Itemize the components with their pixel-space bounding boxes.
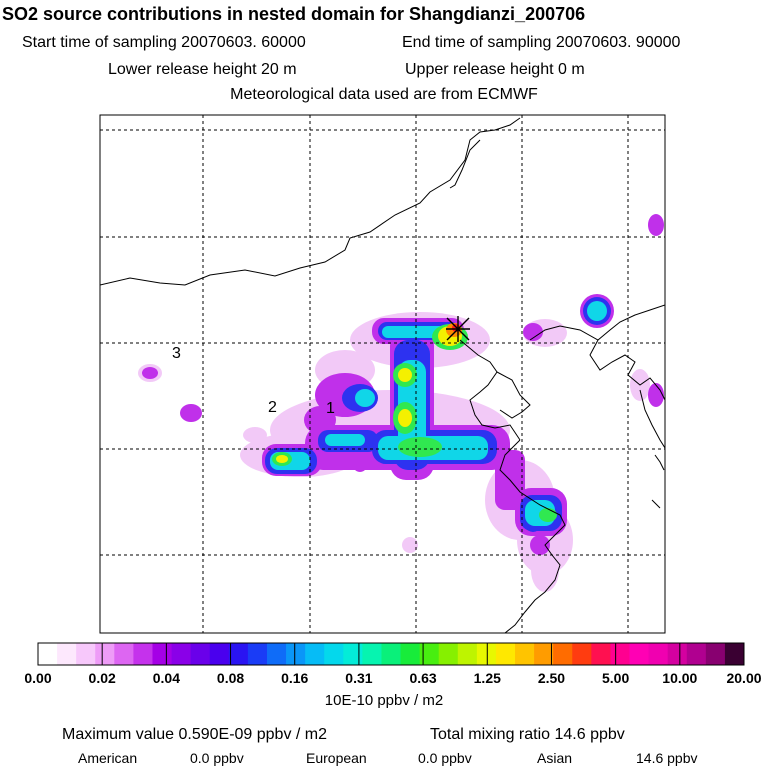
colorbar-tick-label: 20.00 bbox=[726, 670, 762, 686]
total-mixing-ratio: Total mixing ratio 14.6 ppbv bbox=[430, 726, 625, 743]
max-value: Maximum value 0.590E-09 ppbv / m2 bbox=[62, 726, 328, 743]
colorbar-swatch bbox=[171, 643, 192, 665]
colorbar-swatch bbox=[305, 643, 325, 665]
colorbar-swatch bbox=[553, 643, 573, 665]
upper-release-height: Upper release height 0 m bbox=[405, 61, 585, 78]
colorbar-swatch bbox=[419, 643, 440, 665]
colorbar-tick-label: 0.16 bbox=[281, 670, 309, 686]
colorbar-swatch bbox=[152, 643, 173, 665]
colorbar-swatch bbox=[495, 643, 516, 665]
european-value: 0.0 ppbv bbox=[418, 750, 472, 766]
colorbar-swatch bbox=[209, 643, 230, 665]
coastline bbox=[100, 117, 665, 633]
colorbar-swatch bbox=[343, 643, 363, 665]
plot-title: SO2 source contributions in nested domai… bbox=[2, 4, 586, 24]
plume-field bbox=[138, 214, 664, 592]
colorbar-swatch bbox=[324, 643, 344, 665]
colorbar-swatch bbox=[400, 643, 421, 665]
colorbar-swatch bbox=[286, 643, 306, 665]
region-label-3: 3 bbox=[172, 345, 181, 362]
map-frame bbox=[99, 114, 666, 634]
colorbar-tick-label: 0.04 bbox=[152, 670, 180, 686]
asian-label: Asian bbox=[537, 750, 573, 766]
american-value: 0.0 ppbv bbox=[190, 750, 244, 766]
start-time: Start time of sampling 20070603. 60000 bbox=[22, 34, 306, 51]
colorbar-swatch bbox=[381, 643, 402, 665]
colorbar-tick-label: 2.50 bbox=[537, 670, 566, 686]
asian-value: 14.6 ppbv bbox=[636, 750, 698, 766]
colorbar-swatch bbox=[648, 643, 669, 665]
region-label-1: 1 bbox=[326, 400, 335, 417]
colorbar-tick-label: 0.63 bbox=[409, 670, 437, 686]
colorbar-swatch bbox=[133, 643, 153, 665]
colorbar-swatch bbox=[534, 643, 554, 665]
met-data-source: Meteorological data used are from ECMWF bbox=[230, 86, 538, 103]
colorbar-swatch bbox=[686, 643, 707, 665]
colorbar bbox=[37, 642, 745, 666]
lower-release-height: Lower release height 20 m bbox=[108, 61, 297, 78]
colorbar-swatch bbox=[438, 643, 459, 665]
colorbar-swatch bbox=[610, 643, 631, 665]
colorbar-swatch bbox=[667, 643, 688, 665]
colorbar-tick-label: 10.00 bbox=[662, 670, 698, 686]
colorbar-swatch bbox=[38, 643, 58, 665]
colorbar-frame bbox=[37, 642, 745, 666]
american-label: American bbox=[78, 750, 138, 766]
colorbar-swatch bbox=[515, 643, 535, 665]
colorbar-tick-label: 5.00 bbox=[602, 670, 630, 686]
colorbar-swatch bbox=[114, 643, 134, 665]
region-label-2: 2 bbox=[268, 399, 277, 416]
colorbar-swatch bbox=[247, 643, 268, 665]
colorbar-swatch bbox=[629, 643, 650, 665]
colorbar-tick-label: 0.31 bbox=[345, 670, 373, 686]
end-time: End time of sampling 20070603. 90000 bbox=[402, 34, 681, 51]
colorbar-swatch bbox=[362, 643, 382, 665]
colorbar-swatch bbox=[95, 643, 115, 665]
colorbar-swatch bbox=[457, 643, 478, 665]
colorbar-swatch bbox=[476, 643, 497, 665]
colorbar-swatch bbox=[228, 643, 249, 665]
european-label: European bbox=[306, 750, 367, 766]
colorbar-tick-label: 0.02 bbox=[88, 670, 116, 686]
colorbar-swatch bbox=[76, 643, 96, 665]
colorbar-tick-label: 0.08 bbox=[216, 670, 245, 686]
colorbar-swatch bbox=[705, 643, 726, 665]
colorbar-units: 10E-10 ppbv / m2 bbox=[324, 692, 444, 709]
colorbar-tick-label: 1.25 bbox=[473, 670, 501, 686]
receptor-star-icon bbox=[446, 316, 470, 342]
lat-lon-grid bbox=[100, 115, 665, 633]
colorbar-swatch bbox=[572, 643, 592, 665]
colorbar-tick-label: 0.00 bbox=[24, 670, 52, 686]
colorbar-swatch bbox=[724, 643, 745, 665]
colorbar-swatch bbox=[190, 643, 211, 665]
colorbar-swatch bbox=[266, 643, 287, 665]
colorbar-swatch bbox=[591, 643, 611, 665]
colorbar-swatch bbox=[57, 643, 77, 665]
